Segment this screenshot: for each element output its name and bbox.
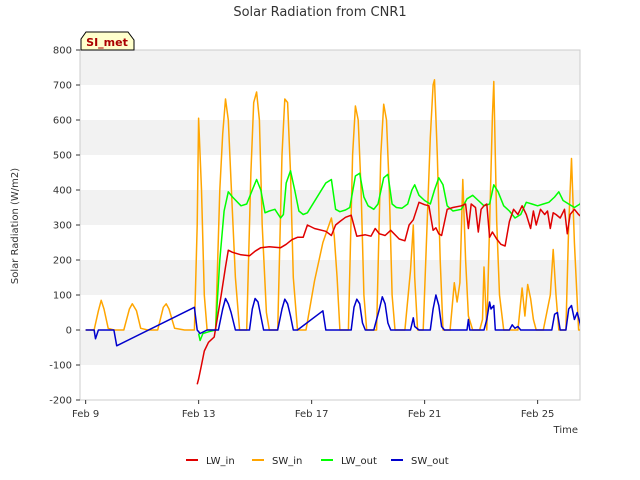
legend-item-lw-in: LW_in [186, 456, 235, 467]
series-line-sw-in [85, 79, 580, 331]
x-tick-label: Feb 13 [182, 409, 216, 420]
series-line-lw-out [197, 170, 580, 342]
y-tick-label: 400 [53, 186, 72, 197]
y-axis: -200 -100 0 100 200 300 400 500 600 700 800 [49, 46, 80, 407]
legend-label: LW_in [206, 456, 235, 467]
x-tick-label: Feb 17 [295, 409, 329, 420]
y-tick-label: 600 [53, 116, 72, 127]
series-line-sw-out [85, 294, 580, 347]
y-tick-label: 0 [66, 326, 72, 337]
x-axis: Feb 9 Feb 13 Feb 17 Feb 21 Feb 25 [72, 400, 554, 420]
grid-band [80, 50, 580, 85]
y-tick-label: 100 [53, 291, 72, 302]
series-line-lw-in [196, 201, 580, 385]
legend-item-sw-in: SW_in [252, 456, 302, 467]
grid-bands [80, 50, 580, 365]
station-badge-label: SI_met [86, 36, 128, 49]
y-tick-label: 500 [53, 151, 72, 162]
x-tick-label: Feb 9 [72, 409, 99, 420]
y-tick-label: -200 [49, 396, 72, 407]
y-tick-label: 200 [53, 256, 72, 267]
grid-band [80, 330, 580, 365]
station-badge: SI_met [80, 31, 135, 51]
y-tick-label: 300 [53, 221, 72, 232]
x-tick-label: Feb 25 [521, 409, 555, 420]
x-axis-title: Time [553, 425, 578, 436]
legend: LW_in SW_in LW_out SW_out [186, 456, 449, 467]
y-tick-label: 700 [53, 81, 72, 92]
series-layer [85, 79, 580, 385]
legend-label: SW_out [411, 456, 449, 467]
legend-label: SW_in [272, 456, 302, 467]
grid-band [80, 120, 580, 155]
legend-item-lw-out: LW_out [321, 456, 377, 467]
y-tick-label: -100 [49, 361, 72, 372]
x-tick-label: Feb 21 [408, 409, 442, 420]
y-tick-label: 800 [53, 46, 72, 57]
grid-band [80, 260, 580, 295]
legend-item-sw-out: SW_out [391, 456, 449, 467]
y-axis-title: Solar Radiation (W/m2) [10, 168, 21, 284]
legend-label: LW_out [341, 456, 377, 467]
chart-title: Solar Radiation from CNR1 [233, 5, 406, 20]
